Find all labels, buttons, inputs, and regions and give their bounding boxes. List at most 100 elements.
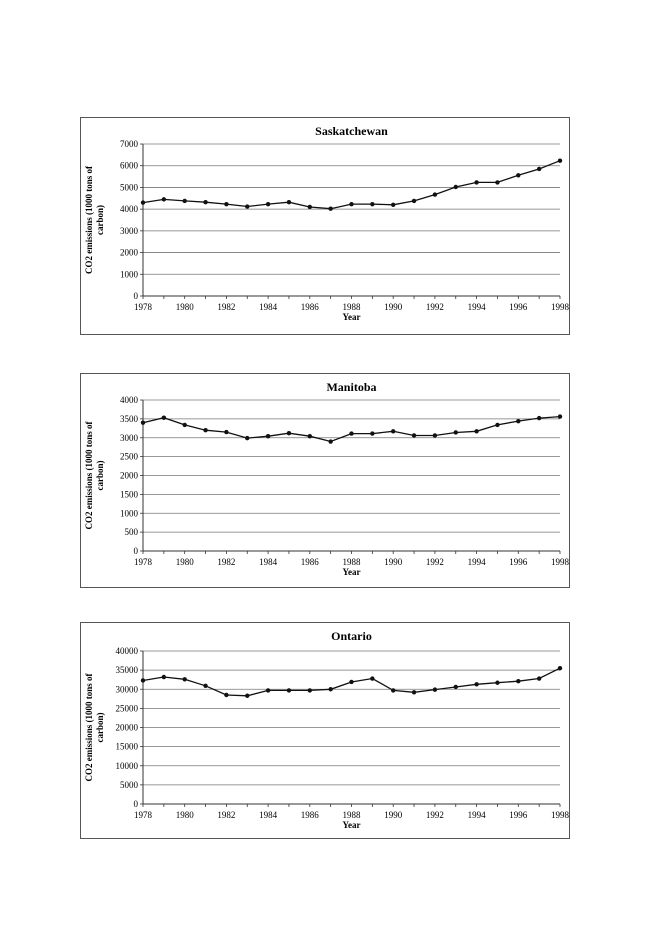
x-tick-label: 1992 (426, 557, 444, 567)
y-tick-label: 35000 (116, 665, 139, 675)
data-point (245, 204, 250, 209)
chart-svg-saskatchewan: Saskatchewan 0 1000 2000 3000 4000 5000 6000 700… (84, 124, 569, 322)
chart-svg-ontario: Ontario 0 5000 10000 15000 20000 25000 30000 350… (84, 629, 569, 830)
y-axis-label-line1: CO2 emissions (1000 tons of (84, 165, 94, 274)
data-point (245, 693, 250, 698)
x-tick-label: 1990 (384, 557, 403, 567)
data-point (411, 690, 417, 695)
data-point (432, 192, 438, 197)
x-axis-label: Year (343, 820, 361, 830)
y-tick-label: 3000 (120, 433, 139, 443)
data-point (349, 679, 354, 685)
data-point (495, 180, 500, 185)
data-point (161, 674, 167, 680)
data-point (203, 199, 208, 205)
x-tick-label: 1978 (134, 810, 153, 820)
data-point (557, 158, 563, 163)
y-tick-label: 40000 (116, 646, 139, 656)
y-tick-label: 2000 (120, 471, 139, 481)
data-point (391, 429, 396, 434)
data-point (536, 166, 542, 172)
y-tick-label: 0 (134, 546, 139, 556)
y-tick-label: 1000 (120, 269, 139, 279)
x-tick-label: 1994 (468, 557, 487, 567)
chart-panel-saskatchewan: Saskatchewan 0 1000 2000 3000 4000 5000 6000 700… (80, 117, 570, 335)
data-point (203, 683, 208, 689)
y-tick-label: 5000 (120, 182, 139, 192)
data-point (349, 201, 354, 207)
data-point (391, 688, 396, 693)
y-axis-label-line2: carbon) (95, 713, 105, 743)
y-tick-label: 4000 (120, 395, 139, 405)
data-point (265, 688, 271, 693)
data-point (265, 434, 271, 439)
data-point (411, 198, 417, 204)
y-axis-label-line1: CO2 emissions (1000 tons of (84, 673, 94, 782)
data-point (224, 201, 229, 207)
data-point (182, 422, 187, 428)
data-point (432, 687, 438, 692)
data-point (516, 418, 521, 424)
x-tick-label: 1998 (551, 810, 569, 820)
y-tick-label: 500 (125, 527, 139, 537)
x-tick-label: 1984 (259, 557, 278, 567)
data-point (516, 679, 521, 684)
x-tick-label: 1994 (468, 302, 487, 312)
x-axis-label: Year (343, 312, 361, 322)
data-point (411, 433, 417, 438)
x-tick-label: 1982 (217, 557, 235, 567)
x-tick-label: 1982 (217, 810, 235, 820)
x-tick-label: 1990 (384, 810, 403, 820)
y-tick-label: 10000 (116, 761, 139, 771)
y-tick-label: 4000 (120, 204, 139, 214)
x-tick-label: 1978 (134, 302, 153, 312)
y-tick-label: 1500 (120, 489, 139, 499)
data-point (161, 197, 167, 202)
data-point (307, 688, 312, 693)
data-point (182, 198, 187, 204)
data-point (328, 206, 333, 211)
x-tick-label: 1984 (259, 302, 278, 312)
data-point (203, 428, 208, 433)
x-tick-label: 1996 (509, 557, 528, 567)
data-point (474, 180, 479, 185)
data-point (557, 666, 563, 671)
x-tick-label: 1986 (301, 557, 320, 567)
x-tick-label: 1982 (217, 302, 235, 312)
data-point (265, 201, 271, 207)
y-axis-label-line2: carbon) (95, 205, 105, 235)
x-tick-label: 1980 (176, 302, 195, 312)
data-point (224, 429, 229, 435)
chart-title: Ontario (331, 629, 372, 643)
data-point (307, 204, 312, 210)
data-point (370, 431, 375, 436)
x-tick-label: 1996 (509, 302, 528, 312)
x-tick-label: 1986 (301, 810, 320, 820)
data-point (286, 199, 292, 205)
data-point (432, 433, 438, 438)
y-tick-label: 5000 (120, 780, 139, 790)
y-axis-label-line1: CO2 emissions (1000 tons of (84, 421, 94, 530)
data-point (140, 200, 146, 205)
x-tick-label: 1990 (384, 302, 403, 312)
x-tick-label: 1986 (301, 302, 320, 312)
y-tick-label: 1000 (120, 508, 139, 518)
chart-panel-manitoba: Manitoba 0 500 1000 1500 2000 2500 3000 3500 4000… (80, 373, 570, 588)
x-tick-label: 1988 (343, 557, 362, 567)
data-point (161, 415, 167, 420)
data-point (536, 676, 542, 681)
x-tick-label: 1998 (551, 557, 569, 567)
chart-title: Saskatchewan (315, 124, 388, 138)
y-tick-label: 0 (134, 799, 139, 809)
x-tick-label: 1998 (551, 302, 569, 312)
x-tick-label: 1984 (259, 810, 278, 820)
x-tick-label: 1980 (176, 810, 195, 820)
data-point (328, 439, 333, 444)
data-point (328, 687, 333, 692)
chart-title: Manitoba (326, 380, 376, 394)
data-point (391, 202, 396, 207)
data-point (140, 420, 146, 425)
data-point (474, 429, 479, 434)
x-tick-label: 1994 (468, 810, 487, 820)
chart-svg-manitoba: Manitoba 0 500 1000 1500 2000 2500 3000 3500 4000… (84, 380, 569, 577)
